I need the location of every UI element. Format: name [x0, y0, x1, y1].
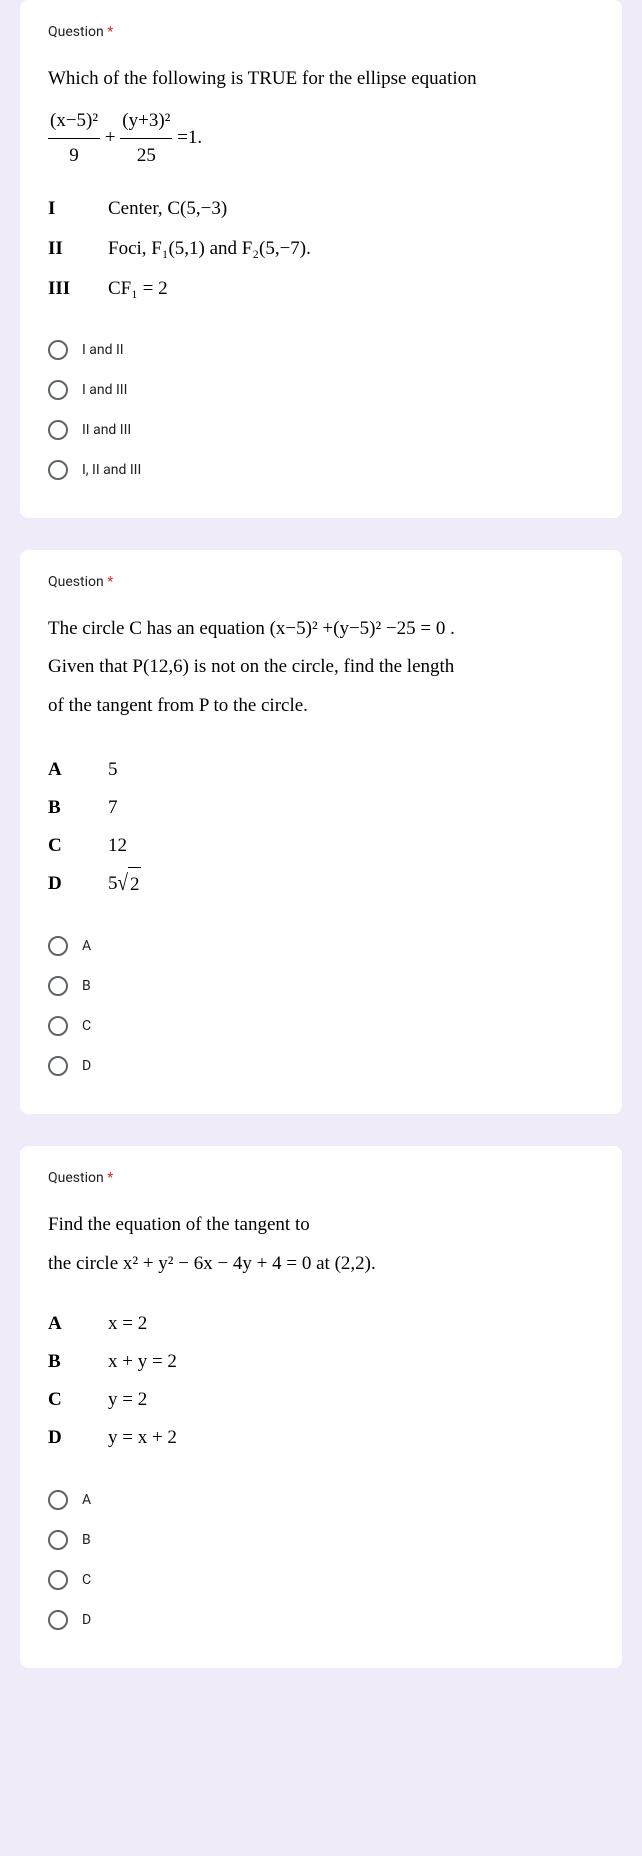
option-D[interactable]: D: [48, 1600, 594, 1640]
line-1: The circle C has an equation (x−5)² +(y−…: [48, 612, 594, 646]
question-card-3: Question * Find the equation of the tang…: [20, 1146, 622, 1667]
option-1[interactable]: I and II: [48, 330, 594, 370]
option-label: II and III: [82, 422, 131, 438]
option-3[interactable]: II and III: [48, 410, 594, 450]
option-B[interactable]: B: [48, 966, 594, 1006]
radio-icon: [48, 1016, 68, 1036]
question-label-text: Question: [48, 24, 104, 40]
ellipse-equation: (x−5)² 9 + (y+3)² 25 =1.: [48, 104, 594, 173]
question-card-1: Question * Which of the following is TRU…: [20, 0, 622, 518]
fraction-2: (y+3)² 25: [120, 104, 172, 173]
answer-D: D52: [48, 867, 594, 902]
radio-icon: [48, 380, 68, 400]
option-4[interactable]: I, II and III: [48, 450, 594, 490]
option-label: C: [82, 1572, 91, 1588]
option-label: A: [82, 1492, 91, 1508]
question-body: Find the equation of the tangent to the …: [48, 1208, 594, 1455]
option-A[interactable]: A: [48, 1480, 594, 1520]
options-group: A B C D: [48, 1480, 594, 1640]
radio-icon: [48, 1490, 68, 1510]
option-label: A: [82, 938, 91, 954]
answer-A: Ax = 2: [48, 1307, 594, 1341]
statement-III: III CF₁ = 2: [48, 272, 594, 306]
option-label: I and II: [82, 342, 124, 358]
equals-one: =1.: [177, 127, 202, 148]
radio-icon: [48, 1570, 68, 1590]
prompt-line: Which of the following is TRUE for the e…: [48, 62, 594, 96]
statement-I: I Center, C(5,−3): [48, 192, 594, 226]
answer-A: A5: [48, 753, 594, 787]
radio-icon: [48, 1530, 68, 1550]
answer-B: B7: [48, 791, 594, 825]
radio-icon: [48, 936, 68, 956]
option-label: B: [82, 978, 91, 994]
option-D[interactable]: D: [48, 1046, 594, 1086]
radio-icon: [48, 1610, 68, 1630]
line-3: of the tangent from P to the circle.: [48, 689, 594, 723]
option-2[interactable]: I and III: [48, 370, 594, 410]
radio-icon: [48, 976, 68, 996]
option-C[interactable]: C: [48, 1006, 594, 1046]
required-asterisk: *: [107, 574, 113, 590]
answer-D: Dy = x + 2: [48, 1421, 594, 1455]
line-2: Given that P(12,6) is not on the circle,…: [48, 650, 594, 684]
option-label: D: [82, 1612, 91, 1628]
radio-icon: [48, 420, 68, 440]
question-label: Question *: [48, 1170, 594, 1186]
question-body: The circle C has an equation (x−5)² +(y−…: [48, 612, 594, 902]
option-B[interactable]: B: [48, 1520, 594, 1560]
question-body: Which of the following is TRUE for the e…: [48, 62, 594, 306]
answer-C: Cy = 2: [48, 1383, 594, 1417]
question-card-2: Question * The circle C has an equation …: [20, 550, 622, 1114]
question-label-text: Question: [48, 1170, 104, 1186]
option-label: I, II and III: [82, 462, 141, 478]
question-label: Question *: [48, 574, 594, 590]
statement-II: II Foci, F₁(5,1) and F₂(5,−7).: [48, 232, 594, 266]
option-A[interactable]: A: [48, 926, 594, 966]
option-label: D: [82, 1058, 91, 1074]
options-group: I and II I and III II and III I, II and …: [48, 330, 594, 490]
radio-icon: [48, 460, 68, 480]
question-label-text: Question: [48, 574, 104, 590]
option-label: C: [82, 1018, 91, 1034]
radio-icon: [48, 1056, 68, 1076]
option-label: I and III: [82, 382, 127, 398]
options-group: A B C D: [48, 926, 594, 1086]
radio-icon: [48, 340, 68, 360]
question-label: Question *: [48, 24, 594, 40]
answer-C: C12: [48, 829, 594, 863]
line-2: the circle x² + y² − 6x − 4y + 4 = 0 at …: [48, 1247, 594, 1281]
plus-sign: +: [105, 127, 116, 148]
required-asterisk: *: [107, 1170, 113, 1186]
option-C[interactable]: C: [48, 1560, 594, 1600]
sqrt-icon: 2: [118, 867, 142, 902]
option-label: B: [82, 1532, 91, 1548]
answer-B: Bx + y = 2: [48, 1345, 594, 1379]
required-asterisk: *: [107, 24, 113, 40]
line-1: Find the equation of the tangent to: [48, 1208, 594, 1242]
fraction-1: (x−5)² 9: [48, 104, 100, 173]
